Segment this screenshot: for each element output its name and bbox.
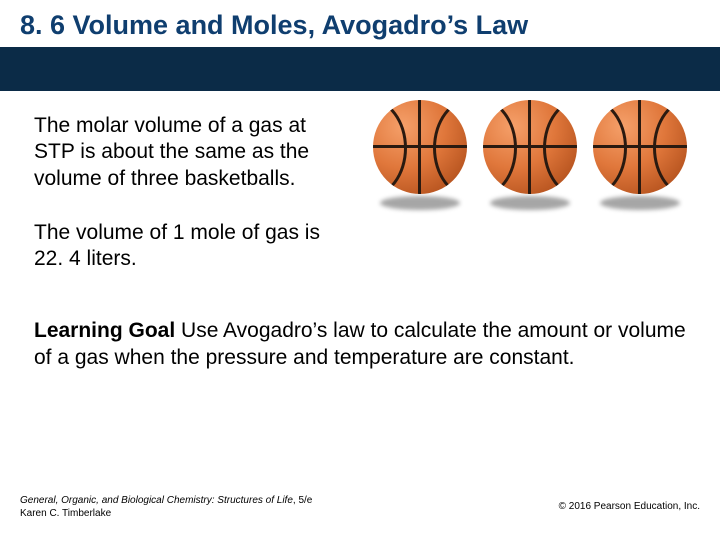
slide-title: 8. 6 Volume and Moles, Avogadro’s Law bbox=[0, 0, 720, 47]
basketball-2 bbox=[480, 100, 580, 210]
footer-author: Karen C. Timberlake bbox=[20, 508, 111, 519]
footer-copyright: © 2016 Pearson Education, Inc. bbox=[559, 501, 700, 512]
footer-left: General, Organic, and Biological Chemist… bbox=[20, 494, 312, 520]
paragraph-22-4-liters: The volume of 1 mole of gas is 22. 4 lit… bbox=[34, 220, 334, 273]
learning-goal: Learning Goal Use Avogadro’s law to calc… bbox=[34, 318, 686, 371]
title-underline-bar bbox=[0, 47, 720, 91]
basketball-3 bbox=[590, 100, 690, 210]
basketballs-image bbox=[370, 100, 690, 210]
footer-book-title: General, Organic, and Biological Chemist… bbox=[20, 495, 293, 506]
learning-goal-label: Learning Goal bbox=[34, 319, 175, 342]
basketball-1 bbox=[370, 100, 470, 210]
paragraph-molar-volume: The molar volume of a gas at STP is abou… bbox=[34, 113, 334, 192]
footer-edition: , 5/e bbox=[293, 495, 312, 506]
